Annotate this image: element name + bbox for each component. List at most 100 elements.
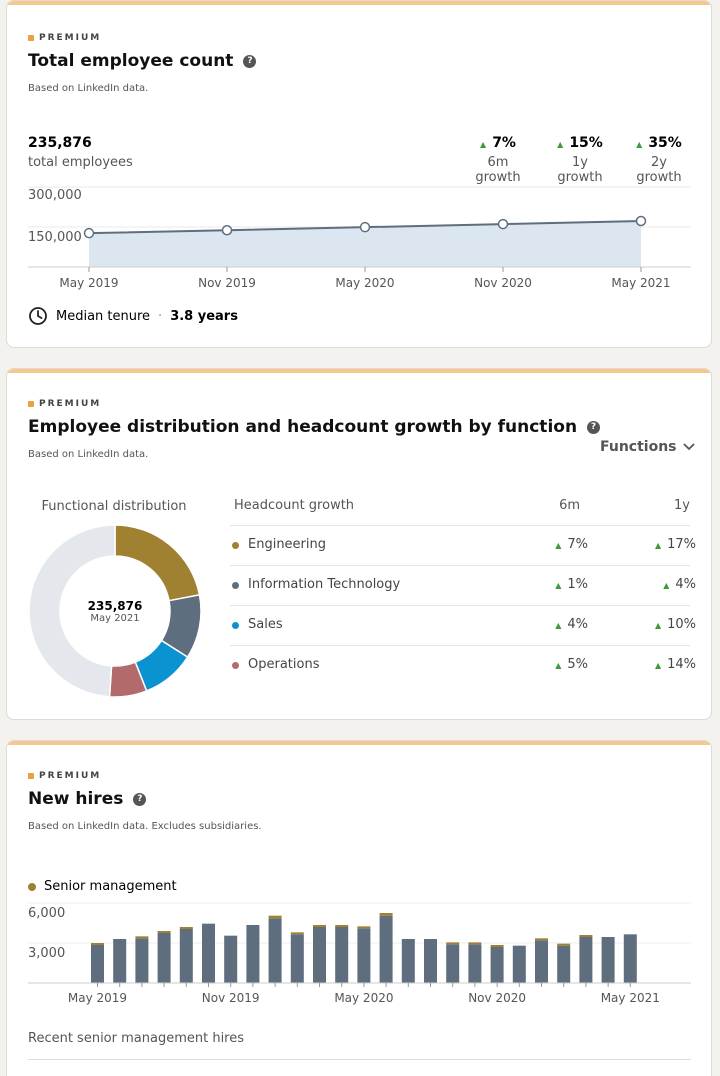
help-icon[interactable]: ? bbox=[243, 54, 257, 68]
x-tick-label: May 2020 bbox=[335, 276, 394, 290]
clock-icon bbox=[29, 307, 47, 325]
hires-bar bbox=[179, 929, 193, 983]
growth-1y-value: 14% bbox=[667, 657, 696, 672]
x-tick-label: May 2019 bbox=[59, 276, 118, 290]
donut-center-label: May 2021 bbox=[90, 613, 140, 624]
senior-bar bbox=[557, 943, 571, 946]
hires-bar bbox=[157, 933, 171, 983]
premium-accent-bar bbox=[7, 1, 711, 5]
donut-center-value: 235,876 bbox=[87, 599, 143, 613]
hires-bar bbox=[579, 937, 593, 983]
card-title: Total employee count ? bbox=[28, 51, 257, 71]
new-hires-card: PREMIUM New hires ? Based on LinkedIn da… bbox=[6, 740, 712, 1076]
legend-label: Senior management bbox=[44, 879, 177, 894]
hires-bar bbox=[135, 938, 149, 983]
premium-badge: PREMIUM bbox=[28, 399, 101, 409]
donut-center: 235,876 May 2021 bbox=[65, 599, 165, 624]
senior-bar bbox=[379, 913, 393, 916]
source-note: Based on LinkedIn data. bbox=[28, 449, 149, 460]
chevron-down-icon bbox=[682, 443, 695, 451]
senior-bar bbox=[179, 927, 193, 929]
median-tenure-value: 3.8 years bbox=[170, 308, 238, 324]
senior-bar bbox=[290, 932, 304, 935]
up-arrow-icon: ▲ bbox=[557, 140, 564, 149]
donut-slice-engineering bbox=[114, 524, 201, 602]
growth-1y: ▲ 15% 1y growth bbox=[548, 135, 612, 185]
functions-dropdown[interactable]: Functions bbox=[600, 439, 695, 455]
total-employees-label: total employees bbox=[28, 155, 133, 170]
premium-icon bbox=[28, 401, 34, 407]
up-arrow-icon: ▲ bbox=[636, 140, 643, 149]
y-tick-label: 150,000 bbox=[28, 230, 82, 245]
function-color-dot bbox=[232, 662, 239, 669]
source-note: Based on LinkedIn data. bbox=[28, 83, 149, 94]
senior-bar bbox=[357, 926, 371, 929]
x-tick-label: May 2019 bbox=[68, 991, 127, 1005]
senior-bar bbox=[579, 935, 593, 937]
up-arrow-icon: ▲ bbox=[654, 621, 662, 630]
growth-1y-value: 10% bbox=[667, 617, 696, 632]
chart-legend: Senior management bbox=[28, 879, 177, 894]
card-title-text: Employee distribution and headcount grow… bbox=[28, 417, 578, 437]
function-name: Information Technology bbox=[248, 577, 401, 592]
median-tenure-separator: · bbox=[158, 308, 163, 324]
data-point bbox=[359, 221, 371, 233]
hires-bar bbox=[268, 918, 282, 983]
table-row: Operations ▲ 5% ▲ 14% bbox=[230, 646, 696, 686]
hires-bar bbox=[357, 928, 371, 983]
card-title-text: New hires bbox=[28, 789, 124, 809]
x-tick-label: Nov 2019 bbox=[198, 276, 256, 290]
senior-bar bbox=[157, 931, 171, 933]
premium-accent-bar bbox=[7, 369, 711, 373]
function-name: Engineering bbox=[248, 537, 326, 552]
hires-bar bbox=[424, 939, 437, 983]
growth-label: 1y growth bbox=[557, 155, 603, 185]
premium-label: PREMIUM bbox=[39, 399, 102, 409]
data-point bbox=[497, 218, 509, 230]
x-tick-label: Nov 2020 bbox=[474, 276, 532, 290]
senior-bar bbox=[468, 942, 482, 945]
total-employees-value: 235,876 bbox=[28, 135, 92, 151]
help-icon[interactable]: ? bbox=[133, 792, 147, 806]
hires-bar bbox=[313, 927, 326, 983]
hires-bar bbox=[601, 937, 615, 983]
hires-bar bbox=[202, 923, 215, 983]
growth-label: 2y growth bbox=[636, 155, 682, 185]
median-tenure-label: Median tenure bbox=[56, 308, 151, 324]
recent-hires-heading: Recent senior management hires bbox=[28, 1031, 245, 1046]
card-title: Employee distribution and headcount grow… bbox=[28, 417, 601, 437]
function-color-dot bbox=[232, 622, 239, 629]
senior-bar bbox=[135, 936, 149, 939]
legend-dot bbox=[28, 882, 36, 891]
hires-bar bbox=[401, 939, 415, 983]
header-name: Headcount growth bbox=[234, 498, 355, 513]
table-row: Engineering ▲ 7% ▲ 17% bbox=[230, 526, 696, 566]
premium-accent-bar bbox=[7, 741, 711, 745]
function-name: Sales bbox=[248, 617, 283, 632]
senior-bar bbox=[268, 915, 282, 919]
employee-count-chart: 300,000 150,000 May 2019 Nov 2019 May 2020 No… bbox=[28, 186, 691, 290]
growth-value: 15% bbox=[569, 135, 603, 151]
x-tick-label: Nov 2019 bbox=[202, 991, 260, 1005]
hires-bar bbox=[379, 915, 393, 983]
y-tick-label: 3,000 bbox=[28, 946, 65, 961]
growth-6m-value: 4% bbox=[567, 617, 588, 632]
hires-bar bbox=[91, 945, 104, 983]
hires-bar bbox=[468, 944, 482, 983]
premium-icon bbox=[28, 773, 34, 779]
table-row: Sales ▲ 4% ▲ 10% bbox=[230, 606, 696, 646]
premium-label: PREMIUM bbox=[39, 771, 102, 781]
median-tenure: Median tenure · 3.8 years bbox=[28, 306, 238, 326]
headcount-table-header: Headcount growth 6m 1y bbox=[230, 493, 690, 526]
employee-count-card: PREMIUM Total employee count ? Based on … bbox=[6, 0, 712, 348]
y-tick-label: 6,000 bbox=[28, 906, 65, 921]
senior-bar bbox=[490, 945, 504, 947]
growth-value: 7% bbox=[492, 135, 516, 151]
premium-badge: PREMIUM bbox=[28, 771, 101, 781]
y-tick-label: 300,000 bbox=[28, 188, 82, 203]
header-6m: 6m bbox=[559, 498, 580, 513]
up-arrow-icon: ▲ bbox=[663, 581, 670, 590]
hires-bar bbox=[290, 934, 304, 983]
growth-6m-value: 7% bbox=[567, 537, 588, 552]
help-icon[interactable]: ? bbox=[587, 420, 601, 434]
